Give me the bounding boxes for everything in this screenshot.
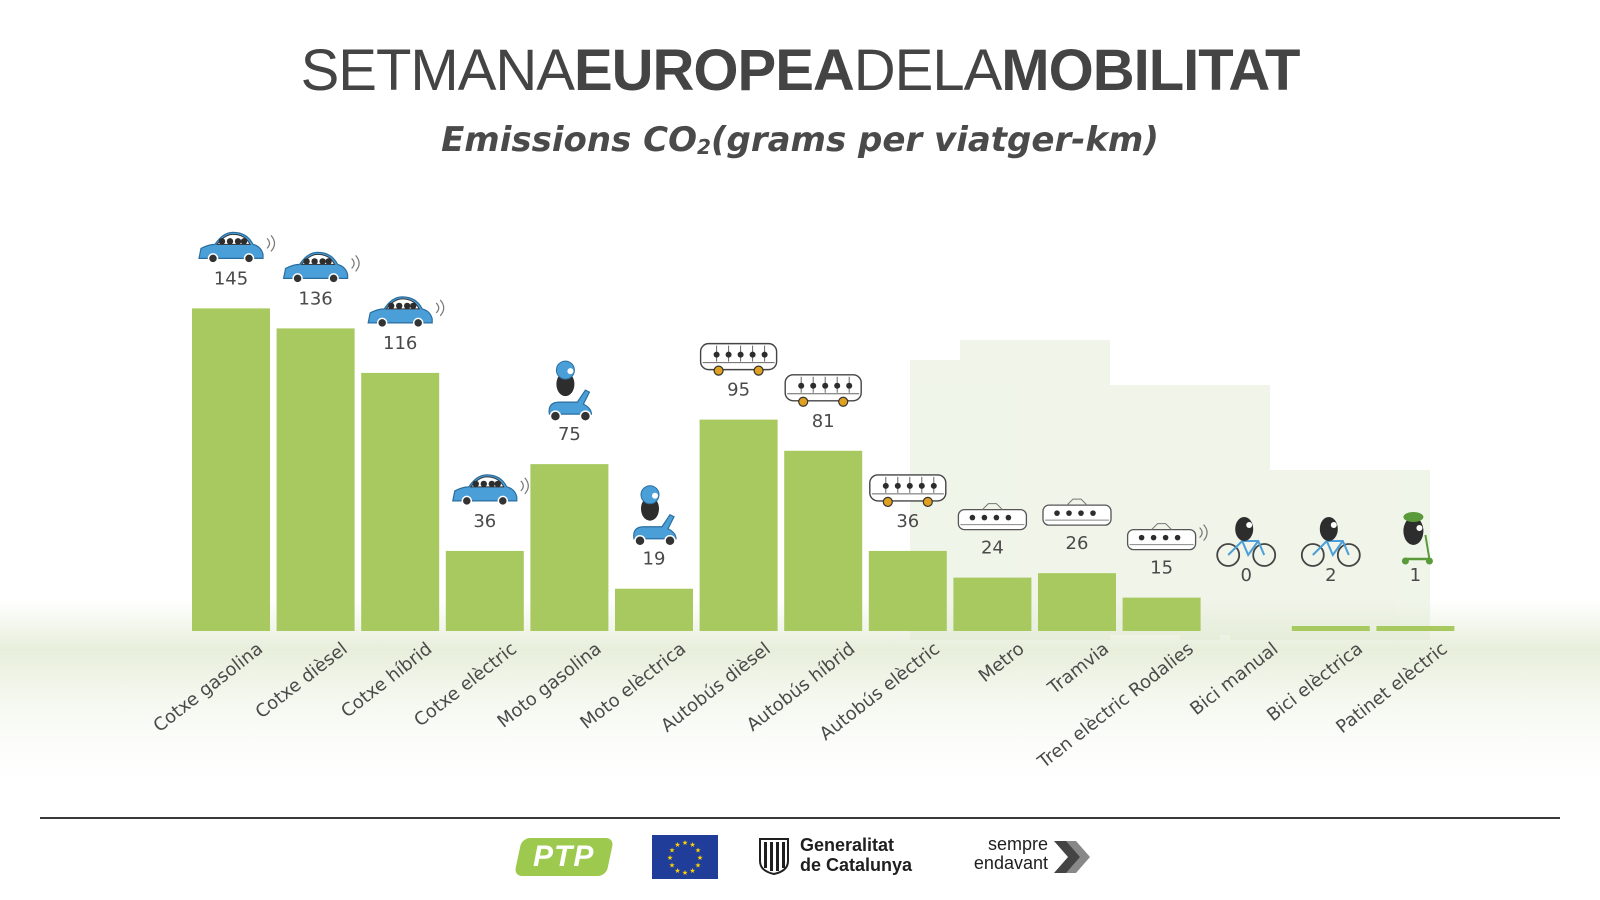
subtitle-before: Emissions CO xyxy=(441,120,698,160)
title-part-1: SETMANA xyxy=(300,38,575,103)
value-label-8: 36 xyxy=(896,511,919,532)
ptp-logo-text: PTP xyxy=(533,840,595,873)
generalitat-logo: Generalitat de Catalunya xyxy=(758,835,933,879)
scooter-icon-5 xyxy=(633,485,677,547)
value-label-5: 19 xyxy=(643,549,666,570)
bicycle-icon-13 xyxy=(1300,517,1361,567)
bus-icon-8 xyxy=(869,474,947,507)
bar-6 xyxy=(699,419,778,631)
title-part-4: MOBILITAT xyxy=(1001,38,1300,103)
value-label-12: 0 xyxy=(1240,565,1251,586)
svg-text:★: ★ xyxy=(695,847,701,855)
value-label-6: 95 xyxy=(727,380,750,401)
category-label-0: Cotxe gasolina xyxy=(149,638,267,736)
train-icon-11 xyxy=(1126,523,1208,551)
sempre-line-2: endavant xyxy=(973,853,1048,873)
generalitat-line-1: Generalitat xyxy=(800,835,895,855)
svg-text:★: ★ xyxy=(695,862,701,870)
value-label-1: 136 xyxy=(298,288,332,309)
bus-icon-7 xyxy=(784,374,862,407)
sempre-line-1: sempre xyxy=(987,834,1048,854)
header: SETMANAEUROPEADELAMOBILITAT Emissions CO… xyxy=(0,38,1600,167)
bar-14 xyxy=(1376,626,1455,631)
value-label-3: 36 xyxy=(473,511,496,532)
scooter-icon-4 xyxy=(548,360,593,422)
value-label-7: 81 xyxy=(812,411,835,432)
tram-icon-10 xyxy=(1042,498,1112,526)
value-label-2: 116 xyxy=(383,333,417,354)
bar-1 xyxy=(276,328,355,631)
bar-10 xyxy=(1038,573,1116,631)
category-label-11: Tren elèctric Rodalies xyxy=(1033,638,1197,773)
chart-subtitle: Emissions CO2(grams per viatger-km) xyxy=(0,120,1600,167)
svg-text:★: ★ xyxy=(689,867,695,875)
category-label-9: Metro xyxy=(975,638,1029,686)
eu-flag-logo: ★ ★ ★ ★ ★ ★ ★ ★ ★ ★ ★ ★ xyxy=(652,835,718,879)
value-label-4: 75 xyxy=(558,424,581,445)
bar-13 xyxy=(1291,626,1370,631)
generalitat-emblem-icon xyxy=(759,838,789,875)
bar-7 xyxy=(784,450,863,631)
svg-text:★: ★ xyxy=(689,841,695,849)
ptp-logo: PTP xyxy=(513,838,615,876)
metro-icon-9 xyxy=(957,503,1028,531)
svg-text:★: ★ xyxy=(669,862,675,870)
bar-0 xyxy=(192,308,270,631)
bar-5 xyxy=(615,588,693,631)
bar-8 xyxy=(868,550,947,631)
bar-4 xyxy=(530,464,609,631)
car-icon-2 xyxy=(367,296,445,329)
bar-11 xyxy=(1122,597,1201,631)
title-part-3: DELA xyxy=(853,38,1003,103)
svg-text:★: ★ xyxy=(674,841,680,849)
subtitle-after: (grams per viatger-km) xyxy=(710,120,1159,160)
bus-icon-6 xyxy=(699,342,778,376)
bar-2 xyxy=(361,372,440,631)
svg-text:★: ★ xyxy=(669,847,675,855)
kick-scooter-icon-14 xyxy=(1401,512,1433,565)
sempre-endavant-logo: sempre endavant xyxy=(958,835,1098,879)
car-icon-3 xyxy=(452,474,529,507)
svg-text:★: ★ xyxy=(697,854,703,862)
generalitat-line-2: de Catalunya xyxy=(800,855,913,875)
svg-text:★: ★ xyxy=(674,867,680,875)
page-title: SETMANAEUROPEADELAMOBILITAT xyxy=(0,38,1600,104)
value-label-13: 2 xyxy=(1325,565,1336,586)
footer-divider xyxy=(40,817,1560,819)
category-label-10: Tramvia xyxy=(1043,638,1113,699)
bar-3 xyxy=(445,550,524,631)
car-icon-1 xyxy=(282,251,360,284)
eu-stars-icon: ★ ★★ ★★★ ★★★ ★★★ xyxy=(667,839,703,877)
car-icon-0 xyxy=(198,231,276,264)
value-label-14: 1 xyxy=(1410,565,1421,586)
value-label-9: 24 xyxy=(981,538,1004,559)
bicycle-icon-12 xyxy=(1216,517,1277,567)
bar-9 xyxy=(953,577,1032,631)
footer: PTP ★ ★ ★ ★ ★ ★ ★ ★ ★ ★ ★ ★ Generalitat de Catal… xyxy=(0,830,1600,890)
svg-text:★: ★ xyxy=(682,869,688,877)
subtitle-sub: 2 xyxy=(697,135,711,159)
chevron-right-icon xyxy=(1054,841,1090,873)
value-label-10: 26 xyxy=(1066,533,1089,554)
title-part-2: EUROPEA xyxy=(573,38,855,103)
value-label-11: 15 xyxy=(1150,558,1173,579)
svg-text:★: ★ xyxy=(667,854,673,862)
svg-text:★: ★ xyxy=(682,839,688,847)
category-label-1: Cotxe dièsel xyxy=(252,638,352,723)
value-label-0: 145 xyxy=(214,268,248,289)
